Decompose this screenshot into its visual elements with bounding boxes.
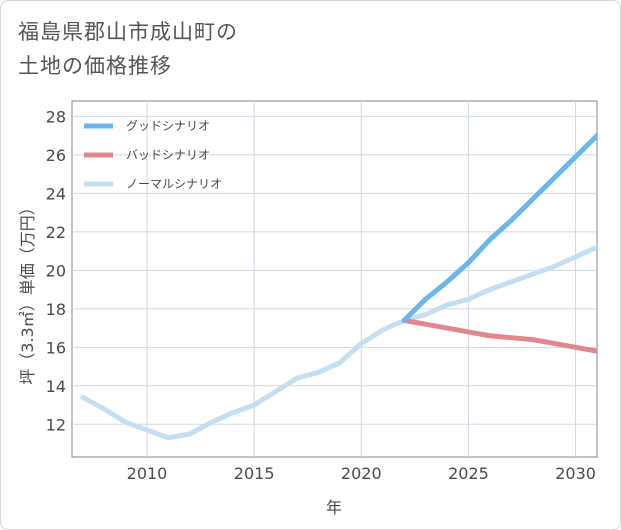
series-lines	[80, 133, 597, 441]
y-tick-label: 14	[46, 377, 66, 396]
chart-title: 福島県郡山市成山町の 土地の価格推移	[18, 15, 238, 83]
y-tick-label: 16	[46, 338, 66, 357]
y-tick-label: 12	[46, 415, 66, 434]
legend-label: グッドシナリオ	[126, 119, 210, 133]
grid	[72, 101, 597, 457]
y-tick-label: 24	[46, 184, 66, 203]
series-line-1	[401, 317, 597, 354]
chart-title-line-1: 福島県郡山市成山町の	[18, 20, 238, 44]
y-tick-label: 20	[46, 261, 66, 280]
y-axis-label: 坪（3.3㎡）単価（万円）	[18, 199, 37, 384]
x-axis-label: 年	[326, 498, 342, 517]
chart-title-line-2: 土地の価格推移	[18, 54, 172, 78]
x-tick-label: 2010	[127, 464, 168, 483]
series-line-0	[401, 133, 597, 323]
plot-area	[71, 100, 598, 458]
x-tick-label: 2025	[448, 464, 489, 483]
legend-label: ノーマルシナリオ	[126, 177, 222, 191]
x-tick-label: 2015	[234, 464, 275, 483]
ticks: 2010 2015 2020 2025 2030 12 14 16 18 20 22 24 26 28	[46, 107, 596, 483]
series-line-2	[80, 244, 597, 441]
y-tick-label: 28	[46, 107, 66, 126]
x-tick-label: 2020	[341, 464, 382, 483]
y-tick-label: 18	[46, 300, 66, 319]
y-tick-label: 22	[46, 223, 66, 242]
x-tick-label: 2030	[555, 464, 596, 483]
legend-label: バッドシナリオ	[126, 148, 210, 162]
y-tick-label: 26	[46, 146, 66, 165]
